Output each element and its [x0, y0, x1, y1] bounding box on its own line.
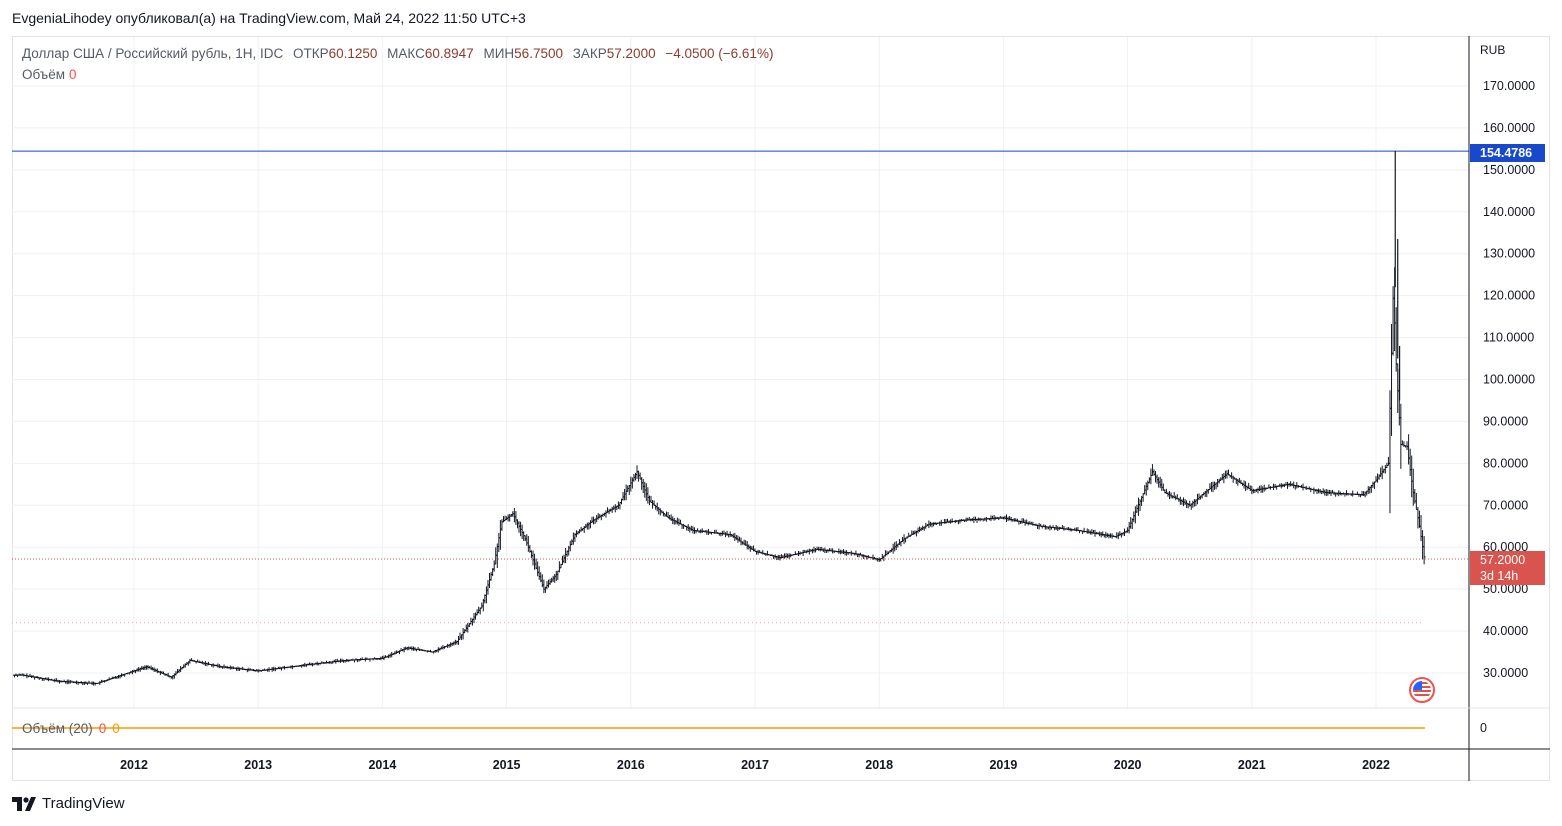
price-tick-label: 70.0000: [1483, 498, 1528, 512]
tradingview-brand: TradingView: [42, 795, 125, 812]
year-tick-label: 2021: [1238, 758, 1266, 772]
us-flag-icon[interactable]: [1409, 677, 1435, 703]
volume-tick-label: 0: [1480, 721, 1487, 735]
volume-ma-value-a: 0: [98, 721, 107, 736]
high-line-price-tag[interactable]: 154.4786: [1470, 144, 1545, 162]
price-tick-label: 140.0000: [1483, 205, 1535, 219]
symbol-name: Доллар США / Российский рубль, 1Н, IDC: [22, 46, 284, 61]
price-tick-label: 100.0000: [1483, 373, 1535, 387]
tradingview-logo[interactable]: TradingView: [12, 795, 125, 812]
price-tick-label: 50.0000: [1483, 582, 1528, 596]
volume-ma-label: Объём (20): [22, 721, 93, 736]
volume-label: Объём: [22, 67, 66, 82]
chart-panel[interactable]: [12, 36, 1550, 781]
price-tick-label: 110.0000: [1483, 331, 1534, 345]
open-value: 60.1250: [328, 46, 378, 61]
axes: 170.0000 160.0000 150.0000 140.0000 130.0000…: [120, 79, 1535, 772]
volume-legend: Объём 0: [22, 67, 77, 82]
price-bars: [12, 151, 1426, 686]
year-tick-label: 2014: [368, 758, 396, 772]
last-price-value: 57.2000: [1480, 553, 1526, 567]
price-tick-label: 40.0000: [1483, 624, 1528, 638]
price-tick-label: 60.0000: [1483, 540, 1528, 554]
volume-ma-value-b: 0: [112, 721, 120, 736]
price-tick-label: 160.0000: [1483, 121, 1535, 135]
open-label: ОТКР: [292, 46, 329, 61]
reference-lines: [12, 150, 1469, 624]
high-label: МАКС: [387, 46, 425, 61]
year-tick-label: 2015: [493, 758, 521, 772]
low-label: МИН: [483, 46, 515, 61]
year-tick-label: 2016: [617, 758, 645, 772]
high-value: 60.8947: [424, 46, 474, 61]
year-tick-label: 2017: [741, 758, 769, 772]
last-price-tag[interactable]: 57.2000 3d 14h: [1470, 551, 1545, 585]
currency-label: RUB: [1480, 43, 1506, 57]
price-tick-label: 30.0000: [1483, 666, 1528, 680]
price-tick-label: 120.0000: [1483, 289, 1535, 303]
price-tick-label: 130.0000: [1483, 247, 1535, 261]
change-value: −4.0500 (−6.61%): [665, 46, 774, 61]
price-tick-label: 80.0000: [1483, 456, 1528, 470]
low-value: 56.7500: [514, 46, 563, 61]
price-tick-label: 90.0000: [1483, 414, 1528, 428]
year-tick-label: 2022: [1362, 758, 1390, 772]
year-tick-label: 2012: [120, 758, 148, 772]
close-label: ЗАКР: [572, 46, 607, 61]
symbol-legend: Доллар США / Российский рубль, 1Н, IDC О…: [22, 46, 773, 61]
bar-countdown: 3d 14h: [1480, 569, 1519, 583]
year-tick-label: 2018: [865, 758, 893, 772]
close-value: 57.2000: [606, 46, 656, 61]
year-tick-label: 2019: [989, 758, 1017, 772]
published-byline: EvgeniaLihodey опубликовал(а) на Trading…: [12, 10, 526, 26]
volume-ma-legend: Объём (20) 0 0: [22, 721, 120, 736]
price-tick-label: 150.0000: [1483, 163, 1535, 177]
tradingview-logo-icon: [12, 796, 36, 811]
year-tick-label: 2013: [244, 758, 272, 772]
volume-value: 0: [69, 67, 77, 82]
grid-lines: [12, 37, 1469, 708]
price-tick-label: 170.0000: [1483, 79, 1535, 93]
year-tick-label: 2020: [1114, 758, 1142, 772]
